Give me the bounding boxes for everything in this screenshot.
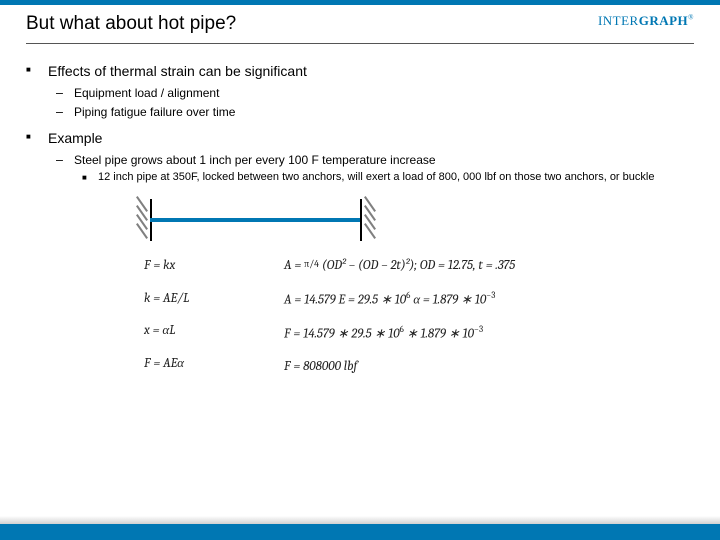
bullet-1b-text: Piping fatigue failure over time (74, 104, 235, 121)
bullet-2a1: ■ 12 inch pipe at 350F, locked between t… (82, 170, 694, 185)
eq-AE-b: α = 1.879 ∗ 10 (410, 292, 486, 307)
bullet-square-icon: ■ (26, 129, 48, 148)
eq-Fresult: F = 808000 lbf (284, 358, 515, 376)
bullet-2-text: Example (48, 129, 102, 148)
pipe-beam (150, 218, 362, 222)
eq-AE: A = 14.579 E = 29.5 ∗ 106 α = 1.879 ∗ 10… (284, 290, 515, 309)
pipe-anchor-diagram (136, 199, 376, 241)
eq-F-kx: F = kx (144, 257, 284, 275)
eq-F-final: F = AEα (144, 355, 284, 373)
bullet-1-text: Effects of thermal strain can be signifi… (48, 62, 307, 81)
bullet-1b: – Piping fatigue failure over time (56, 104, 694, 121)
equation-block: F = kx k = AE/L x = αL F = AEα A = π/4 (… (144, 257, 694, 390)
eq-Fnum-sup2: −3 (474, 325, 483, 335)
header: But what about hot pipe? INTERGRAPH® (0, 5, 720, 35)
eq-AE-a: A = 14.579 E = 29.5 ∗ 10 (284, 292, 406, 307)
eq-k: k = AE/L (144, 290, 284, 308)
eq-A: A = π/4 (OD² − (OD − 2t)²); OD = 12.75, … (284, 257, 515, 275)
bullet-dash-icon: – (56, 152, 74, 169)
bullet-2a: – Steel pipe grows about 1 inch per ever… (56, 152, 694, 169)
bullet-1a-text: Equipment load / alignment (74, 85, 219, 102)
eq-AE-sup2: −3 (486, 291, 495, 301)
logo-part2: GRAPH (639, 13, 688, 28)
equation-col-2: A = π/4 (OD² − (OD − 2t)²); OD = 12.75, … (284, 257, 515, 390)
bullet-dash-icon: – (56, 85, 74, 102)
logo-registered: ® (688, 14, 694, 22)
bullet-square-icon: ■ (82, 170, 98, 185)
content-body: ■ Effects of thermal strain can be signi… (0, 44, 720, 390)
bullet-square-icon: ■ (26, 62, 48, 81)
bullet-2a-text: Steel pipe grows about 1 inch per every … (74, 152, 436, 169)
bullet-dash-icon: – (56, 104, 74, 121)
footer-bar (0, 524, 720, 540)
eq-Fnum: F = 14.579 ∗ 29.5 ∗ 106 ∗ 1.879 ∗ 10−3 (284, 324, 515, 343)
bullet-2a1-text: 12 inch pipe at 350F, locked between two… (98, 170, 654, 185)
eq-Fnum-a: F = 14.579 ∗ 29.5 ∗ 10 (284, 326, 400, 341)
anchor-right (360, 199, 362, 241)
brand-logo: INTERGRAPH® (598, 13, 694, 29)
eq-Fnum-b: ∗ 1.879 ∗ 10 (404, 326, 474, 341)
eq-x: x = αL (144, 322, 284, 340)
logo-part1: INTER (598, 13, 639, 28)
footer-shadow (0, 516, 720, 524)
page-title: But what about hot pipe? (26, 13, 236, 35)
bullet-2: ■ Example (26, 129, 694, 148)
eq-A-a: A = (284, 258, 304, 273)
equation-col-1: F = kx k = AE/L x = αL F = AEα (144, 257, 284, 390)
bullet-1: ■ Effects of thermal strain can be signi… (26, 62, 694, 81)
eq-A-frac: π/4 (304, 258, 319, 270)
bullet-1a: – Equipment load / alignment (56, 85, 694, 102)
eq-A-b: (OD² − (OD − 2t)²); OD = 12.75, t = .375 (319, 258, 515, 273)
